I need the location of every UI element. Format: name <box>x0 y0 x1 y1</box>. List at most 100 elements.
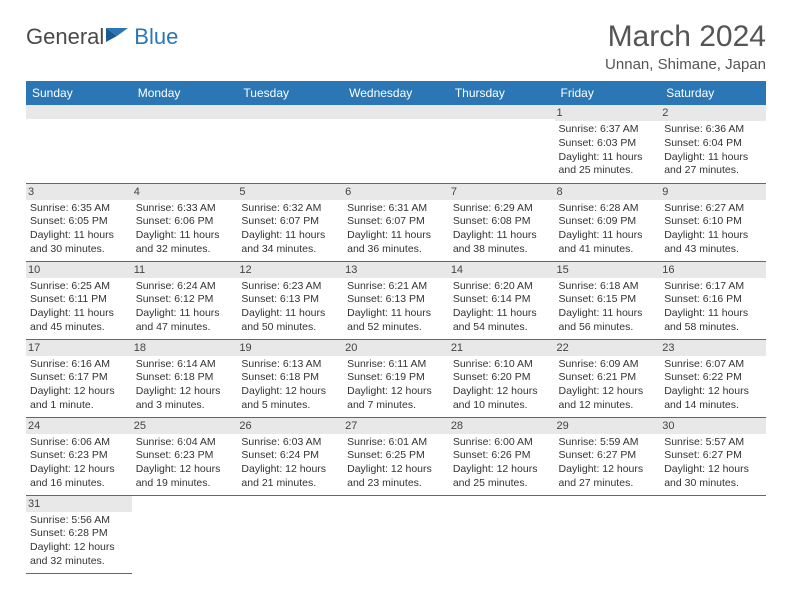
header-row: Sunday Monday Tuesday Wednesday Thursday… <box>26 81 766 105</box>
table-row: 17 Sunrise: 6:16 AMSunset: 6:17 PMDayligh… <box>26 339 766 417</box>
day-number: 18 <box>132 340 238 356</box>
table-row: 24 Sunrise: 6:06 AMSunset: 6:23 PMDayligh… <box>26 417 766 495</box>
day-cell <box>237 105 343 183</box>
day-details: Sunrise: 6:03 AMSunset: 6:24 PMDaylight:… <box>241 436 339 491</box>
day-details: Sunrise: 6:31 AMSunset: 6:07 PMDaylight:… <box>347 202 445 257</box>
day-number: 22 <box>555 340 661 356</box>
day-number: 15 <box>555 262 661 278</box>
day-cell <box>343 105 449 183</box>
day-number: 9 <box>660 184 766 200</box>
empty-day-header <box>26 105 132 119</box>
col-saturday: Saturday <box>660 81 766 105</box>
day-number: 1 <box>555 105 661 121</box>
day-details: Sunrise: 6:35 AMSunset: 6:05 PMDaylight:… <box>30 202 128 257</box>
day-details: Sunrise: 6:32 AMSunset: 6:07 PMDaylight:… <box>241 202 339 257</box>
day-cell <box>555 495 661 573</box>
day-number: 24 <box>26 418 132 434</box>
day-cell: 21Sunrise: 6:10 AMSunset: 6:20 PMDayligh… <box>449 339 555 417</box>
day-cell: 4 Sunrise: 6:33 AMSunset: 6:06 PMDaylight… <box>132 183 238 261</box>
day-details: Sunrise: 6:00 AMSunset: 6:26 PMDaylight:… <box>453 436 551 491</box>
day-details: Sunrise: 6:36 AMSunset: 6:04 PMDaylight:… <box>664 123 762 178</box>
day-number: 25 <box>132 418 238 434</box>
day-number: 13 <box>343 262 449 278</box>
day-number: 16 <box>660 262 766 278</box>
day-details: Sunrise: 6:17 AMSunset: 6:16 PMDaylight:… <box>664 280 762 335</box>
day-details: Sunrise: 6:28 AMSunset: 6:09 PMDaylight:… <box>559 202 657 257</box>
header: General Blue March 2024 Unnan, Shimane, … <box>26 20 766 73</box>
day-number: 17 <box>26 340 132 356</box>
day-cell: 2Sunrise: 6:36 AMSunset: 6:04 PMDaylight… <box>660 105 766 183</box>
day-cell: 16 Sunrise: 6:17 AMSunset: 6:16 PMDayligh… <box>660 261 766 339</box>
col-sunday: Sunday <box>26 81 132 105</box>
day-cell <box>449 105 555 183</box>
day-cell: 29Sunrise: 5:59 AMSunset: 6:27 PMDayligh… <box>555 417 661 495</box>
day-cell: 30Sunrise: 5:57 AMSunset: 6:27 PMDayligh… <box>660 417 766 495</box>
day-cell: 18Sunrise: 6:14 AMSunset: 6:18 PMDayligh… <box>132 339 238 417</box>
day-cell <box>26 105 132 183</box>
day-details: Sunrise: 6:04 AMSunset: 6:23 PMDaylight:… <box>136 436 234 491</box>
day-details: Sunrise: 6:06 AMSunset: 6:23 PMDaylight:… <box>30 436 128 491</box>
day-details: Sunrise: 6:21 AMSunset: 6:13 PMDaylight:… <box>347 280 445 335</box>
day-details: Sunrise: 5:56 AMSunset: 6:28 PMDaylight:… <box>30 514 128 569</box>
day-cell: 27Sunrise: 6:01 AMSunset: 6:25 PMDayligh… <box>343 417 449 495</box>
day-cell: 22 Sunrise: 6:09 AMSunset: 6:21 PMDayligh… <box>555 339 661 417</box>
col-monday: Monday <box>132 81 238 105</box>
day-number: 11 <box>132 262 238 278</box>
day-number: 12 <box>237 262 343 278</box>
day-number: 31 <box>26 496 132 512</box>
day-details: Sunrise: 6:18 AMSunset: 6:15 PMDaylight:… <box>559 280 657 335</box>
location: Unnan, Shimane, Japan <box>605 56 766 73</box>
day-cell <box>132 495 238 573</box>
day-details: Sunrise: 6:23 AMSunset: 6:13 PMDaylight:… <box>241 280 339 335</box>
title-block: March 2024 Unnan, Shimane, Japan <box>605 20 766 73</box>
day-cell: 3 Sunrise: 6:35 AMSunset: 6:05 PMDaylight… <box>26 183 132 261</box>
day-cell: 14Sunrise: 6:20 AMSunset: 6:14 PMDayligh… <box>449 261 555 339</box>
empty-day-header <box>343 105 449 119</box>
day-number: 7 <box>449 184 555 200</box>
day-number: 19 <box>237 340 343 356</box>
day-number: 23 <box>660 340 766 356</box>
day-cell: 17 Sunrise: 6:16 AMSunset: 6:17 PMDayligh… <box>26 339 132 417</box>
day-details: Sunrise: 6:25 AMSunset: 6:11 PMDaylight:… <box>30 280 128 335</box>
flag-icon <box>106 26 132 49</box>
day-number: 21 <box>449 340 555 356</box>
day-cell: 7 Sunrise: 6:29 AMSunset: 6:08 PMDaylight… <box>449 183 555 261</box>
empty-day-header <box>237 105 343 119</box>
day-number: 3 <box>26 184 132 200</box>
day-cell: 9Sunrise: 6:27 AMSunset: 6:10 PMDaylight… <box>660 183 766 261</box>
day-details: Sunrise: 5:59 AMSunset: 6:27 PMDaylight:… <box>559 436 657 491</box>
day-details: Sunrise: 6:07 AMSunset: 6:22 PMDaylight:… <box>664 358 762 413</box>
calendar-table: Sunday Monday Tuesday Wednesday Thursday… <box>26 81 766 574</box>
day-number: 26 <box>237 418 343 434</box>
day-cell: 24 Sunrise: 6:06 AMSunset: 6:23 PMDayligh… <box>26 417 132 495</box>
day-cell: 28Sunrise: 6:00 AMSunset: 6:26 PMDayligh… <box>449 417 555 495</box>
day-number: 4 <box>132 184 238 200</box>
day-cell <box>343 495 449 573</box>
empty-day-header <box>449 105 555 119</box>
day-cell <box>237 495 343 573</box>
col-thursday: Thursday <box>449 81 555 105</box>
day-details: Sunrise: 6:09 AMSunset: 6:21 PMDaylight:… <box>559 358 657 413</box>
col-wednesday: Wednesday <box>343 81 449 105</box>
day-number: 27 <box>343 418 449 434</box>
logo-text-blue: Blue <box>134 24 178 49</box>
day-cell: 25 Sunrise: 6:04 AMSunset: 6:23 PMDayligh… <box>132 417 238 495</box>
day-number: 30 <box>660 418 766 434</box>
logo-text-general: General <box>26 24 104 49</box>
day-cell: 12 Sunrise: 6:23 AMSunset: 6:13 PMDayligh… <box>237 261 343 339</box>
day-details: Sunrise: 6:33 AMSunset: 6:06 PMDaylight:… <box>136 202 234 257</box>
day-cell: 23 Sunrise: 6:07 AMSunset: 6:22 PMDayligh… <box>660 339 766 417</box>
day-number: 5 <box>237 184 343 200</box>
col-tuesday: Tuesday <box>237 81 343 105</box>
table-row: 1Sunrise: 6:37 AMSunset: 6:03 PMDaylight… <box>26 105 766 183</box>
day-cell: 1Sunrise: 6:37 AMSunset: 6:03 PMDaylight… <box>555 105 661 183</box>
day-details: Sunrise: 6:20 AMSunset: 6:14 PMDaylight:… <box>453 280 551 335</box>
day-number: 6 <box>343 184 449 200</box>
day-cell: 31 Sunrise: 5:56 AMSunset: 6:28 PMDayligh… <box>26 495 132 573</box>
day-details: Sunrise: 6:29 AMSunset: 6:08 PMDaylight:… <box>453 202 551 257</box>
day-details: Sunrise: 6:16 AMSunset: 6:17 PMDaylight:… <box>30 358 128 413</box>
col-friday: Friday <box>555 81 661 105</box>
day-cell: 5 Sunrise: 6:32 AMSunset: 6:07 PMDaylight… <box>237 183 343 261</box>
day-cell: 20Sunrise: 6:11 AMSunset: 6:19 PMDayligh… <box>343 339 449 417</box>
day-cell <box>449 495 555 573</box>
